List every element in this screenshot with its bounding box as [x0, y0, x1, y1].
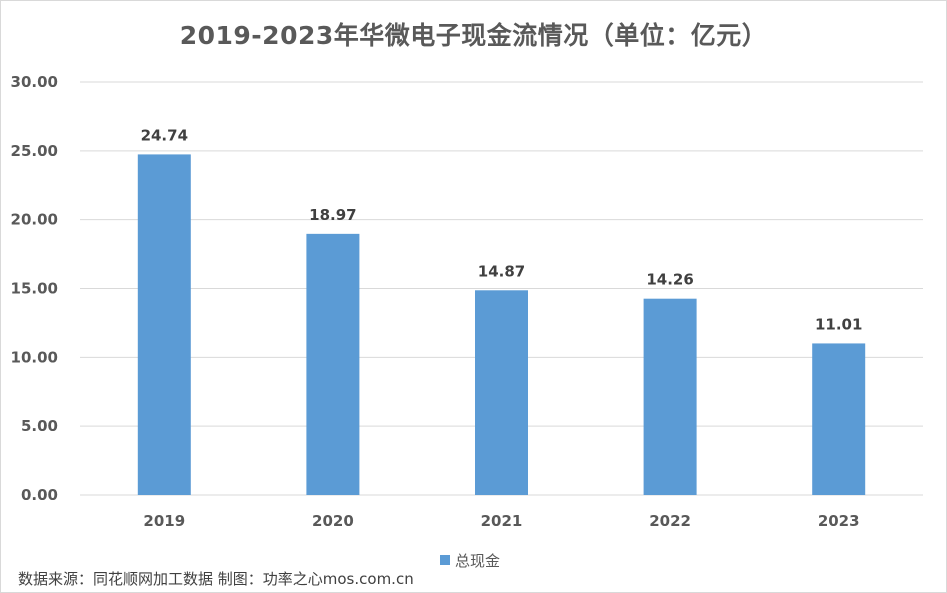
data-label: 14.26: [646, 271, 693, 289]
source-note: 数据来源：同花顺网加工数据 制图：功率之心mos.com.cn: [18, 570, 414, 588]
y-tick-label: 25.00: [11, 142, 58, 160]
data-label: 18.97: [309, 206, 356, 224]
x-tick-label: 2019: [143, 512, 185, 530]
bar: [306, 233, 360, 496]
x-tick-label: 2021: [481, 512, 523, 530]
legend-label-total-cash: 总现金: [455, 551, 501, 570]
y-tick-label: 15.00: [11, 280, 58, 298]
data-label: 14.87: [478, 262, 525, 280]
data-label: 24.74: [141, 126, 188, 144]
legend-swatch-total-cash: [440, 555, 450, 565]
x-tick-label: 2022: [649, 512, 691, 530]
y-tick-label: 10.00: [11, 348, 58, 366]
bar: [137, 154, 191, 496]
x-tick-label: 2023: [818, 512, 860, 530]
bar: [475, 290, 528, 495]
bar: [643, 298, 697, 495]
legend: 总现金: [440, 550, 500, 570]
x-tick-label: 2020: [312, 512, 354, 530]
y-tick-label: 20.00: [11, 211, 58, 229]
y-tick-label: 30.00: [11, 73, 58, 91]
data-label: 11.01: [815, 315, 862, 333]
y-tick-label: 5.00: [21, 417, 58, 435]
bar: [812, 343, 866, 495]
y-tick-label: 0.00: [21, 486, 58, 504]
chart-title: 2019-2023年华微电子现金流情况（单位：亿元）: [179, 21, 768, 50]
